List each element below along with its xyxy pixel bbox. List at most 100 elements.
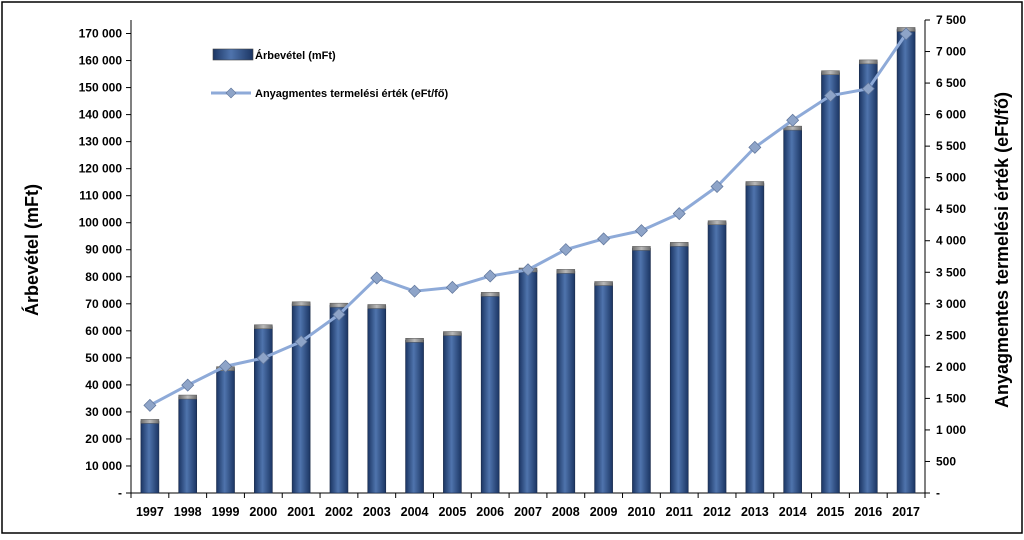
bar — [480, 294, 500, 494]
right-axis-tick-label: 6 500 — [936, 76, 966, 90]
bar — [821, 72, 840, 494]
x-axis-tick-label: 2011 — [666, 505, 693, 519]
bar-cap — [821, 70, 840, 75]
x-axis-tick-label: 2006 — [476, 505, 504, 519]
right-axis-tick-label: 4 000 — [936, 234, 966, 248]
x-axis-tick-label: 1999 — [212, 505, 240, 519]
bar-cap — [405, 338, 424, 343]
bar — [783, 127, 802, 494]
x-axis-tick-label: 2008 — [552, 505, 580, 519]
bar-cap — [178, 394, 197, 400]
x-axis-tick-label: 2012 — [703, 505, 731, 519]
x-axis-tick-label: 2015 — [817, 505, 845, 519]
x-axis-tick-label: 2000 — [249, 505, 277, 519]
bar — [556, 271, 576, 494]
bar — [178, 396, 198, 494]
line-point — [823, 89, 837, 103]
left-axis-tick-label: 110 000 — [79, 189, 122, 203]
left-axis-title: Árbevétel (mFt) — [21, 184, 42, 316]
left-axis-tick-label: 160 000 — [79, 54, 123, 68]
bar — [140, 421, 160, 494]
bar-cap — [291, 301, 311, 307]
right-axis-tick-label: 5 000 — [936, 171, 966, 185]
bars-layer — [140, 27, 916, 494]
left-axis-tick-label: 20 000 — [85, 432, 122, 446]
left-axis-tick-label: 120 000 — [79, 162, 123, 176]
left-axis-tick-label: 60 000 — [85, 324, 122, 338]
right-axis-tick-label: 3 500 — [936, 265, 966, 279]
x-axis-tick-label: 2010 — [628, 505, 656, 519]
x-axis-tick-label: 2007 — [514, 505, 542, 519]
right-axis-tick-label: - — [936, 486, 940, 500]
left-axis-tick-label: 150 000 — [79, 81, 123, 95]
bar-cap — [443, 331, 462, 336]
bar — [669, 244, 689, 494]
left-axis-tick-label: 30 000 — [85, 405, 122, 419]
right-axis-tick-label: 7 000 — [936, 45, 966, 59]
bar-cap — [859, 59, 878, 65]
line-point — [332, 308, 346, 322]
x-axis-tick-label: 2017 — [892, 505, 920, 519]
line-point — [597, 232, 611, 246]
right-axis-tick-label: 3 000 — [936, 297, 966, 311]
bar — [632, 248, 651, 494]
line-point — [445, 280, 459, 294]
bar — [518, 269, 538, 494]
legend-bar-label: Árbevétel (mFt) — [255, 49, 336, 62]
line-point — [861, 82, 875, 96]
right-axis-tick-label: 4 500 — [936, 202, 966, 216]
bar-cap — [254, 324, 273, 330]
right-axis-tick-label: 500 — [936, 454, 956, 468]
right-axis-title: Anyagmentes termelési érték (eFt/fő) — [992, 92, 1012, 408]
left-axis-tick-label: 90 000 — [85, 243, 122, 257]
right-axis-tick-label: 2 000 — [936, 360, 966, 374]
bar-cap — [140, 419, 160, 424]
left-axis-tick-label: 50 000 — [85, 351, 122, 365]
line-point — [408, 284, 422, 298]
line-point — [899, 27, 913, 41]
line-point — [748, 140, 762, 154]
bar-cap — [745, 181, 765, 186]
x-axis-tick-label: 1998 — [174, 505, 202, 519]
right-axis-tick-label: 7 500 — [936, 13, 966, 27]
x-axis-tick-label: 2003 — [363, 505, 391, 519]
axes-layer: - 10 000 20 000 30 000 40 000 50 000 60 000 70 … — [79, 13, 967, 519]
line-point — [294, 335, 308, 349]
bar — [367, 306, 387, 494]
line-point — [786, 113, 800, 127]
x-axis-tick-label: 2016 — [854, 505, 882, 519]
line-point — [710, 180, 724, 193]
left-axis-tick-label: 70 000 — [85, 297, 122, 311]
x-axis-tick-label: 1997 — [136, 505, 164, 519]
line-point — [672, 207, 686, 221]
line-point — [483, 269, 497, 283]
bar — [329, 304, 349, 494]
left-axis-tick-label: 40 000 — [85, 378, 122, 392]
x-axis-tick-label: 2005 — [438, 505, 466, 519]
x-axis-tick-label: 2013 — [741, 505, 769, 519]
left-axis-tick-label: 100 000 — [79, 216, 123, 230]
left-axis-tick-label: 170 000 — [79, 27, 123, 41]
legend-line-marker — [225, 87, 237, 99]
bar-cap — [367, 304, 387, 309]
bar — [443, 333, 462, 494]
legend-bar-swatch — [212, 48, 254, 61]
left-axis-tick-label: 130 000 — [79, 135, 123, 149]
bar — [216, 368, 235, 494]
right-axis-tick-label: 1 500 — [936, 391, 966, 405]
x-axis-tick-label: 2009 — [590, 505, 618, 519]
line-layer — [143, 27, 913, 412]
bar-cap — [707, 220, 727, 225]
bar-cap — [632, 246, 651, 251]
left-axis-tick-label: 140 000 — [79, 108, 123, 122]
bar-cap — [669, 242, 689, 247]
left-axis-tick-label: 80 000 — [85, 270, 122, 284]
legend-line-label: Anyagmentes termelési érték (eFt/fő) — [255, 88, 449, 100]
bar — [896, 29, 916, 494]
line-point — [143, 398, 157, 412]
bar — [745, 183, 765, 494]
bar-cap — [556, 269, 576, 274]
